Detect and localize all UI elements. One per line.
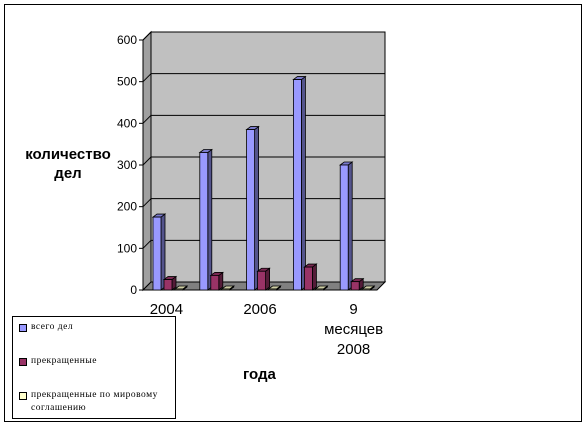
bar xyxy=(361,288,371,291)
bar xyxy=(257,270,267,291)
y-tick-label: 0 xyxy=(130,283,137,297)
legend-swatch-3 xyxy=(19,392,27,400)
bar xyxy=(163,279,173,291)
legend-label-1: всего дел xyxy=(31,322,74,332)
y-tick-label: 300 xyxy=(117,158,137,172)
y-axis-label-line-1: количество xyxy=(25,146,111,163)
bar xyxy=(199,152,209,291)
bar xyxy=(210,275,220,291)
y-tick-label: 600 xyxy=(117,33,137,47)
x-tick-label: 9 xyxy=(349,301,357,318)
legend-label-3: прекращенные по мировому соглашению xyxy=(31,390,158,413)
bar-side xyxy=(265,267,271,291)
bar-side xyxy=(207,148,213,291)
y-tick-label: 500 xyxy=(117,75,137,89)
y-axis-label-line-2: дел xyxy=(54,165,82,182)
bar-side xyxy=(160,213,166,291)
bar xyxy=(268,288,278,291)
gridline-side xyxy=(142,31,152,41)
x-tick-label: 2006 xyxy=(243,301,276,318)
x-axis-label: года xyxy=(243,366,276,383)
bar xyxy=(221,288,231,291)
legend-item-3: прекращенные по мировому соглашению xyxy=(19,389,176,415)
legend: всего дел прекращенные прекращенные по м… xyxy=(12,316,176,419)
legend-label-2: прекращенные xyxy=(31,356,97,366)
gridline-side xyxy=(142,239,152,249)
bar-side xyxy=(311,263,317,291)
gridline-side xyxy=(142,156,152,166)
bar-side xyxy=(300,75,306,291)
bar xyxy=(303,266,313,291)
bar xyxy=(152,216,162,291)
gridline-side xyxy=(142,73,152,83)
bar xyxy=(292,79,302,291)
x-tick-label: месяцев xyxy=(324,321,383,338)
x-tick-label: 2008 xyxy=(337,341,370,358)
legend-swatch-2 xyxy=(19,358,27,366)
legend-item-2: прекращенные xyxy=(19,355,176,368)
bar xyxy=(339,164,349,291)
bar xyxy=(350,281,360,291)
gridline-side xyxy=(142,114,152,124)
bar-side xyxy=(254,125,260,291)
bar xyxy=(174,288,184,291)
bar xyxy=(314,288,324,291)
y-tick-label: 100 xyxy=(117,241,137,255)
chart-frame xyxy=(4,4,582,422)
y-tick-label: 200 xyxy=(117,200,137,214)
gridline-side xyxy=(142,198,152,208)
y-tick-label: 400 xyxy=(117,116,137,130)
legend-swatch-1 xyxy=(19,324,27,332)
x-tick-label: 2004 xyxy=(150,301,183,318)
y-axis-label: количество дел xyxy=(18,145,118,183)
bar-side xyxy=(347,161,353,291)
legend-item-1: всего дел xyxy=(19,321,176,334)
bar xyxy=(246,129,256,291)
